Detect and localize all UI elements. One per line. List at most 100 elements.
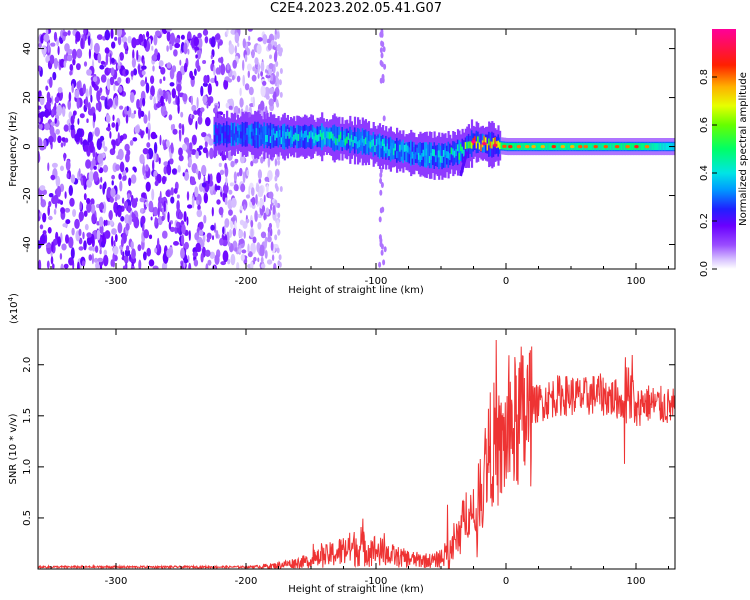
noise-speckle	[124, 200, 128, 209]
ridge-cell	[300, 130, 304, 138]
noise-speckle	[112, 253, 115, 264]
noise-speckle	[239, 219, 245, 226]
noise-speckle	[254, 68, 258, 75]
noise-speckle	[71, 83, 74, 93]
noise-speckle	[238, 248, 242, 253]
ridge-cell	[324, 137, 327, 145]
noise-speckle	[157, 207, 160, 218]
noise-speckle	[242, 74, 245, 87]
noise-speckle	[265, 207, 270, 216]
noise-speckle	[114, 95, 118, 106]
x-tick-label: 100	[626, 276, 645, 287]
ridge-cell	[528, 143, 531, 150]
noise-speckle	[127, 205, 131, 214]
noise-speckle	[256, 242, 261, 253]
noise-speckle	[144, 204, 146, 209]
ridge-cell	[305, 130, 308, 138]
noise-speckle	[257, 62, 260, 74]
noise-speckle	[102, 164, 109, 173]
ridge-cell	[216, 128, 219, 136]
ridge-cell	[346, 136, 349, 144]
noise-speckle	[252, 66, 256, 72]
noise-speckle	[276, 247, 280, 254]
noise-speckle	[50, 256, 54, 265]
x-tick-label: -100	[365, 576, 388, 587]
noise-speckle	[117, 207, 122, 218]
noise-speckle	[92, 157, 96, 167]
noise-speckle	[186, 191, 190, 201]
noise-speckle	[112, 139, 116, 151]
noise-speckle	[268, 98, 275, 107]
noise-speckle	[171, 168, 177, 175]
noise-speckle	[118, 85, 123, 93]
noise-speckle	[119, 161, 125, 173]
noise-speckle	[159, 134, 162, 146]
noise-speckle	[198, 229, 204, 237]
noise-speckle	[51, 241, 54, 253]
noise-speckle	[260, 156, 264, 164]
ridge-cell	[221, 125, 224, 144]
noise-speckle	[51, 95, 54, 105]
ridge-cell	[265, 135, 268, 142]
noise-speckle	[224, 197, 228, 206]
noise-speckle	[228, 241, 231, 247]
ridge-cell	[364, 137, 367, 145]
noise-speckle	[99, 265, 103, 269]
noise-speckle	[184, 241, 189, 250]
noise-speckle	[151, 188, 155, 201]
noise-speckle	[88, 48, 91, 59]
noise-speckle	[382, 259, 386, 266]
noise-speckle	[133, 68, 138, 76]
noise-speckle	[219, 169, 225, 175]
noise-speckle	[96, 90, 101, 102]
ridge-cell	[478, 142, 481, 150]
noise-speckle	[112, 245, 119, 256]
noise-speckle	[64, 191, 67, 199]
noise-speckle	[239, 205, 243, 211]
noise-speckle	[268, 87, 275, 95]
noise-speckle	[86, 69, 92, 76]
noise-speckle	[207, 173, 211, 185]
ridge-cell	[648, 143, 651, 150]
ridge-cell	[547, 143, 550, 150]
x-tick-label: -200	[235, 576, 258, 587]
noise-speckle	[96, 34, 103, 40]
ridge-cell	[286, 124, 289, 149]
ridge-cell	[413, 147, 416, 154]
noise-speckle	[105, 53, 109, 66]
noise-speckle	[104, 97, 108, 109]
ridge-cell	[667, 143, 670, 150]
noise-speckle	[69, 64, 74, 71]
noise-speckle	[257, 37, 263, 42]
noise-speckle	[142, 164, 146, 176]
noise-speckle	[83, 210, 88, 217]
noise-speckle	[200, 107, 205, 113]
noise-speckle	[154, 247, 158, 254]
ridge-cell	[308, 131, 311, 139]
ridge-cell	[442, 150, 445, 157]
ridge-cell	[484, 137, 488, 145]
ridge-cell	[336, 138, 339, 146]
noise-speckle	[247, 29, 253, 32]
colorbar-ticks: 0.0 0.2 0.4 0.6 0.8	[699, 69, 717, 277]
noise-speckle	[187, 204, 193, 209]
ridge-cell	[347, 133, 350, 140]
ridge-cell	[361, 135, 364, 143]
noise-speckle	[248, 185, 251, 198]
ridge-cell	[597, 143, 600, 150]
ridge-cell	[232, 123, 235, 146]
noise-speckle	[270, 74, 274, 82]
noise-speckle	[251, 187, 255, 197]
noise-speckle	[38, 123, 43, 130]
noise-speckle	[110, 187, 116, 198]
noise-speckle	[190, 95, 193, 106]
ridge-cell	[254, 133, 257, 141]
noise-speckle	[153, 151, 157, 162]
ridge-cell	[243, 122, 246, 146]
ridge-cell	[639, 143, 642, 150]
ridge-cell	[328, 132, 332, 140]
noise-speckle	[257, 221, 262, 230]
noise-speckle	[61, 243, 67, 251]
noise-speckle	[148, 259, 155, 267]
noise-speckle	[121, 36, 128, 44]
